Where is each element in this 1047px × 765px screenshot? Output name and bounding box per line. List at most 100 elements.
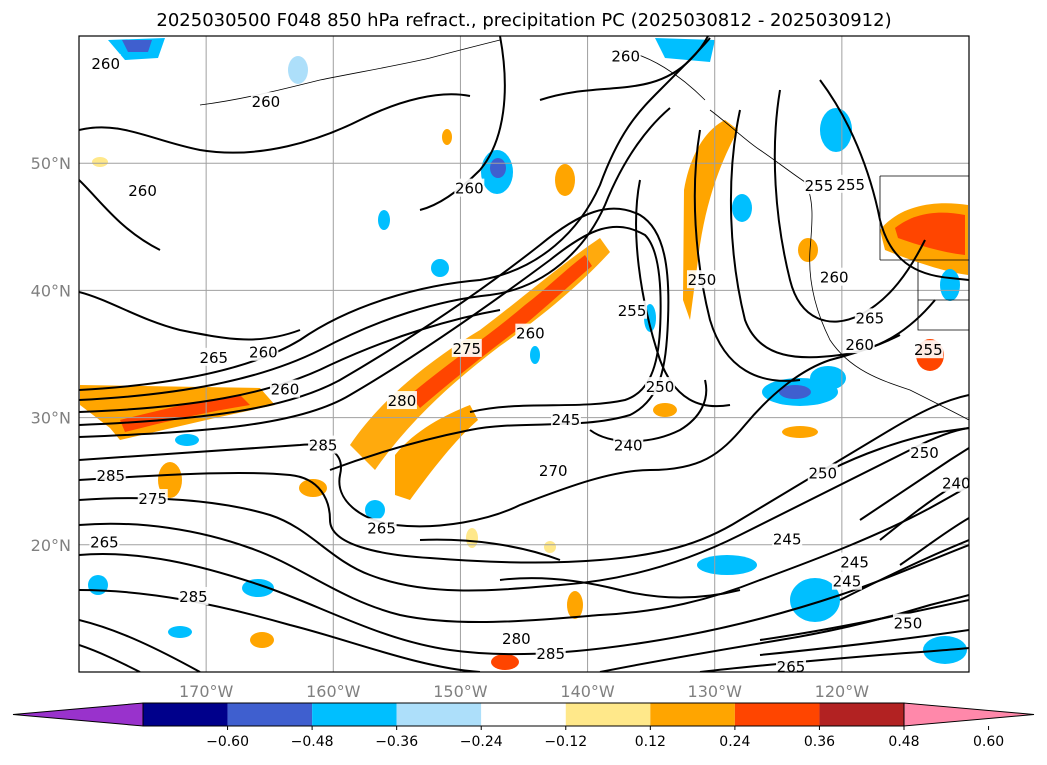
- negative-precip-blob-14: [175, 434, 199, 446]
- contour-label-bg: [687, 270, 717, 289]
- contour-label: 305: [855, 733, 885, 752]
- contour-line: [79, 334, 901, 528]
- contour-label-text: 245: [840, 554, 869, 572]
- x-tick-label: 170°W: [179, 682, 234, 701]
- contour-line: [499, 577, 741, 599]
- contour-label-bg: [892, 613, 923, 632]
- y-tick-label: 50°N: [31, 154, 71, 173]
- positive-precip-blob-5: [653, 403, 677, 417]
- contour-label: 255: [803, 176, 834, 195]
- contour-label: 245: [772, 529, 803, 549]
- contour-label: 265: [198, 347, 229, 367]
- x-tick-label: 140°W: [560, 682, 615, 701]
- colorbar-tick-label: −0.60: [206, 734, 249, 750]
- contour-label-text: 245: [773, 531, 802, 549]
- contour-line: [759, 629, 969, 656]
- negative-precip-blob-16: [168, 626, 192, 638]
- contour-label-text: 245: [552, 411, 581, 429]
- colorbar-segment: [819, 703, 904, 726]
- negative-precip-blob-7: [378, 210, 390, 230]
- contour-label: 260: [819, 267, 850, 287]
- contour-label-text: 265: [199, 349, 228, 367]
- contour-line: [829, 427, 969, 471]
- contour-label-text: 250: [646, 378, 675, 396]
- contour-label-text: 280: [388, 392, 417, 410]
- positive-precip-mid: [395, 405, 478, 500]
- positive-precip-core-west: [120, 395, 250, 432]
- contour-label-text: 270: [833, 727, 862, 745]
- contour-label-text: 250: [894, 615, 923, 633]
- contour-line: [79, 225, 662, 438]
- contour-label: 265: [776, 656, 806, 672]
- contour-label-bg: [645, 377, 676, 396]
- contour-label-bg: [535, 644, 566, 663]
- positive-precip-blob-13: [92, 157, 108, 167]
- contour-line: [589, 379, 708, 443]
- contour-label: 245: [839, 552, 870, 572]
- contour-label-text: 250: [910, 444, 939, 462]
- contour-label-bg: [613, 435, 644, 454]
- colorbar-segment: [143, 703, 228, 726]
- contour-label-bg: [803, 176, 834, 195]
- contour-label-text: 265: [90, 533, 119, 551]
- x-tick-label: 130°W: [688, 682, 743, 701]
- negative-precip-blob-11: [697, 555, 757, 575]
- contour-label: 250: [807, 463, 838, 483]
- contour-label: 285: [95, 466, 126, 485]
- contour-label: 250: [892, 613, 923, 633]
- positive-precip-northeast-core: [895, 212, 965, 255]
- contour-label-bg: [335, 728, 365, 746]
- contour-label-bg: [538, 461, 569, 480]
- contour-label-bg: [308, 435, 339, 454]
- contour-label-text: 285: [536, 645, 565, 663]
- contour-label-bg: [941, 473, 969, 492]
- border: [917, 262, 969, 331]
- negative-precip-blob-2: [820, 108, 852, 152]
- colorbar-tick-label: 0.48: [888, 734, 919, 750]
- contour-label: 240: [613, 435, 644, 455]
- contour-label: 270: [832, 726, 862, 745]
- colorbar-tick-label: 0.60: [973, 734, 1004, 750]
- contour-label-text: 255: [914, 341, 943, 359]
- contour-label-text: 285: [96, 467, 125, 485]
- colorbar-segment: [312, 703, 397, 726]
- contour-label-bg: [178, 586, 209, 605]
- contour-label: 265: [854, 308, 885, 327]
- contour-line: [79, 291, 301, 341]
- contour-label: 255: [835, 174, 866, 194]
- x-tick-label: 160°W: [306, 682, 361, 701]
- contour-line: [79, 427, 969, 592]
- contour-label-bg: [610, 46, 641, 65]
- contour-label: 240: [941, 473, 969, 493]
- contour-line: [773, 89, 926, 323]
- chart-title: 2025030500 F048 850 hPa refract., precip…: [156, 10, 891, 31]
- contour-label-text: 300: [773, 747, 802, 765]
- contour-label-bg: [89, 532, 120, 551]
- contour-label-bg: [909, 443, 940, 462]
- negative-precip-blob-5: [810, 366, 846, 390]
- contour-label: 250: [909, 443, 940, 462]
- positive-precip-blob-12: [544, 541, 556, 553]
- colorbar-segment: [734, 703, 820, 726]
- contour-line: [693, 129, 801, 382]
- contour-label-text: 285: [309, 437, 338, 455]
- contour-label-bg: [844, 335, 875, 354]
- contour-line: [79, 589, 481, 672]
- contour-label: 260: [844, 335, 875, 354]
- contour-label: 280: [501, 628, 532, 648]
- contour-label-bg: [617, 300, 648, 319]
- colorbar-tick-label: 0.12: [635, 734, 666, 750]
- contour-label-bg: [832, 726, 862, 744]
- contour-label-bg: [137, 489, 168, 508]
- contour-line: [419, 36, 506, 211]
- colorbar-segment: [481, 703, 566, 726]
- colorbar-tick-label: −0.12: [544, 734, 587, 750]
- positive-precip-blob-10: [299, 479, 327, 497]
- contour-label-bg: [772, 746, 802, 764]
- contour-label-bg: [854, 308, 885, 327]
- contour-label: 255: [617, 300, 648, 320]
- contour-label-bg: [839, 552, 870, 571]
- contour-label-bg: [855, 733, 885, 751]
- coastline: [709, 109, 969, 421]
